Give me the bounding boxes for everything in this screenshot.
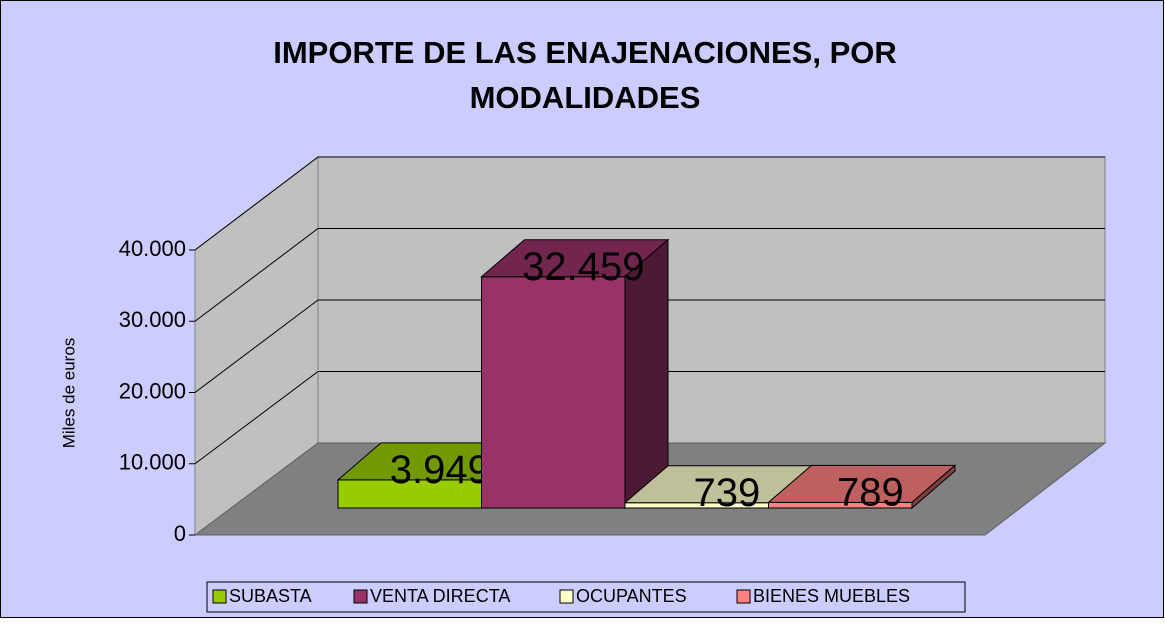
legend-swatch [353,589,368,604]
grid-line [194,156,319,251]
legend-swatch [212,589,227,604]
legend-label: VENTA DIRECTA [370,586,510,606]
data-label: 32.459 [522,245,644,289]
bar [767,464,957,510]
y-tick-label: 10.000 [119,450,186,475]
y-tick-label: 0 [174,521,186,546]
data-label: 789 [837,471,904,515]
legend-swatch [559,589,574,604]
legend-label: SUBASTA [229,586,312,606]
legend [206,581,966,613]
y-tick-label: 30.000 [119,307,186,332]
legend-swatch [736,589,751,604]
grid-line [194,371,319,465]
y-tick-label: 40.000 [119,236,186,261]
legend-label: OCUPANTES [576,586,687,606]
bar-front [481,276,626,509]
grid-line [194,228,319,322]
bar [480,238,670,510]
bar-side [911,464,956,510]
y-tick-label: 20.000 [119,378,186,403]
grid-line [194,299,319,393]
y-axis-label: Miles de euros [59,338,78,449]
data-label: 739 [693,471,760,515]
chart-title: IMPORTE DE LAS ENAJENACIONES, POR MODALID… [273,35,897,115]
legend-label: BIENES MUEBLES [753,586,910,606]
data-label: 3.949 [390,448,490,492]
